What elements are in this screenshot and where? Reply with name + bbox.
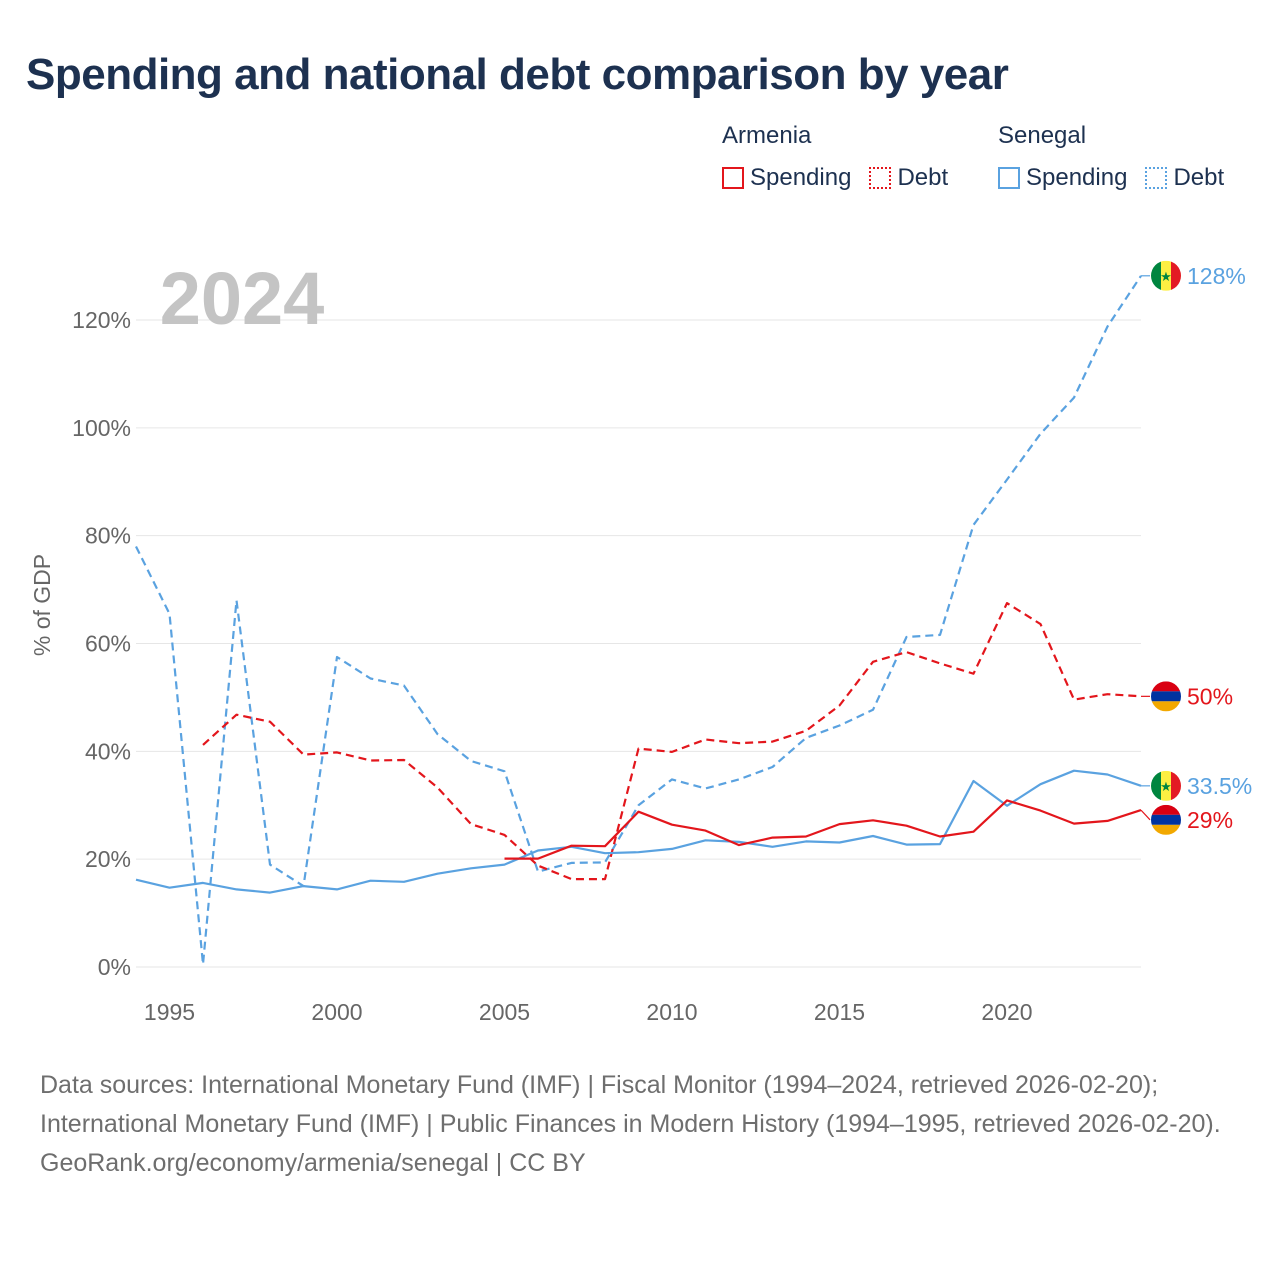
y-tick-label: 120%	[72, 307, 131, 333]
chart-title: Spending and national debt comparison by…	[26, 50, 1009, 99]
end-label-layer: ★ 128% 50% ★ 33.5% 29%	[1140, 260, 1252, 835]
watermark-year: 2024	[160, 257, 325, 340]
series-line-armenia-debt[interactable]	[202, 601, 1142, 881]
y-tick-label: 60%	[85, 631, 131, 657]
x-tick-label: 2020	[981, 999, 1032, 1025]
senegal-flag-icon: ★	[1151, 770, 1181, 801]
x-tick-label: 2000	[311, 999, 362, 1025]
series-line-senegal-debt[interactable]	[135, 275, 1142, 966]
footer: Data sources: International Monetary Fun…	[40, 1066, 1240, 1183]
y-tick-label: 40%	[85, 738, 131, 764]
legend-item-label: Spending	[750, 164, 852, 191]
end-value-label: 33.5%	[1187, 773, 1252, 799]
end-value-label: 128%	[1187, 263, 1246, 289]
y-tick-layer: 0% 20% 40% 60% 80% 100% 120%	[72, 307, 131, 980]
legend-group-senegal: Senegal Spending Debt	[998, 122, 1242, 192]
legend-swatch-dotted-icon	[1145, 167, 1168, 189]
legend-country-label: Senegal	[998, 122, 1087, 149]
end-label-armenia-spending: 29%	[1140, 804, 1233, 835]
x-tick-layer: 1995 2000 2005 2010 2015 2020	[144, 999, 1033, 1025]
legend-swatch-dotted-icon	[869, 167, 892, 189]
series-layer	[135, 275, 1142, 966]
legend-country-label: Armenia	[722, 122, 812, 149]
end-value-label: 50%	[1187, 683, 1233, 709]
legend-item-senegal-debt[interactable]: Debt	[1145, 164, 1224, 192]
y-tick-label: 80%	[85, 523, 131, 549]
data-sources-text: Data sources: International Monetary Fun…	[40, 1071, 1221, 1138]
legend-swatch-solid-icon	[998, 167, 1020, 189]
attribution-link[interactable]: GeoRank.org/economy/armenia/senegal | CC…	[40, 1149, 586, 1177]
y-tick-label: 100%	[72, 415, 131, 441]
senegal-flag-icon: ★	[1151, 260, 1181, 291]
x-tick-label: 2015	[814, 999, 865, 1025]
line-chart: 2024 0% 20% 40% 60% 80% 100% 120% 1995 2000 2005…	[29, 257, 1252, 1025]
armenia-flag-icon	[1151, 804, 1181, 835]
legend-item-label: Debt	[897, 164, 949, 191]
svg-text:★: ★	[1160, 269, 1172, 284]
end-label-connector	[1140, 809, 1151, 821]
x-tick-label: 2010	[646, 999, 697, 1025]
series-line-armenia-spending[interactable]	[504, 799, 1142, 860]
end-label-armenia-debt: 50%	[1141, 681, 1233, 712]
y-tick-label: 0%	[98, 954, 131, 980]
legend-item-armenia-debt[interactable]: Debt	[869, 164, 948, 192]
end-label-senegal-spending: ★ 33.5%	[1141, 770, 1252, 801]
y-tick-label: 20%	[85, 846, 131, 872]
legend-item-label: Spending	[1026, 164, 1128, 191]
y-axis-label: % of GDP	[29, 554, 55, 656]
x-tick-label: 1995	[144, 999, 195, 1025]
x-tick-label: 2005	[479, 999, 530, 1025]
armenia-flag-icon	[1151, 681, 1181, 712]
grid-layer	[136, 319, 1141, 968]
legend-item-senegal-spending[interactable]: Spending	[998, 164, 1127, 192]
svg-text:★: ★	[1160, 779, 1172, 794]
end-value-label: 29%	[1187, 807, 1233, 833]
legend-item-armenia-spending[interactable]: Spending	[722, 164, 851, 192]
legend-group-armenia: Armenia Spending Debt	[722, 122, 966, 192]
legend-swatch-solid-icon	[722, 167, 744, 189]
series-line-senegal-spending[interactable]	[135, 769, 1142, 894]
legend-item-label: Debt	[1173, 164, 1225, 191]
end-label-senegal-debt: ★ 128%	[1141, 260, 1246, 291]
